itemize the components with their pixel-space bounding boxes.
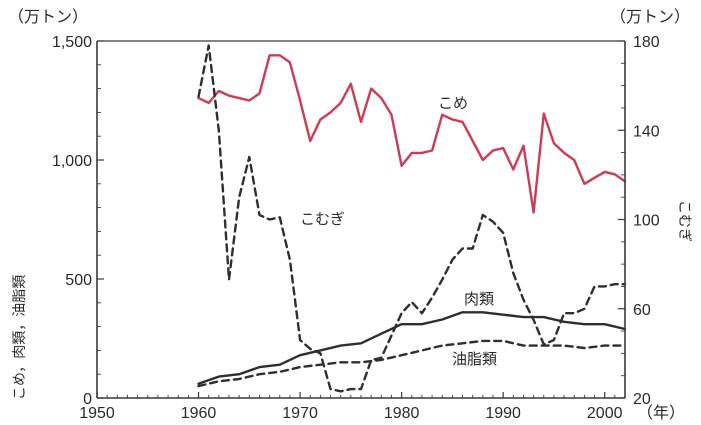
left-unit-label: （万トン）: [8, 8, 88, 26]
left-axis-title: こめ，肉類，油脂類: [12, 275, 28, 400]
y-right-tick-label: 180: [633, 34, 660, 51]
label-rice: こめ: [438, 94, 468, 112]
y-left-tick-label: 0: [83, 391, 92, 408]
label-oils: 油脂類: [452, 350, 497, 368]
x-tick-label: 2000: [587, 405, 623, 422]
y-right-tick-label: 60: [633, 302, 651, 319]
x-tick-label: 1960: [181, 405, 217, 422]
right-axis-title: こむぎ: [676, 200, 692, 242]
series-line-wheat: [199, 46, 626, 392]
series-line-oils: [199, 341, 626, 386]
y-right-tick-label: 140: [633, 123, 660, 140]
x-tick-label: 1980: [384, 405, 420, 422]
y-right-tick-label: 100: [633, 213, 660, 230]
y-left-tick-label: 500: [65, 272, 92, 289]
label-meat: 肉類: [464, 290, 494, 308]
right-unit-label: （万トン）: [610, 8, 690, 26]
y-left-tick-label: 1,000: [52, 153, 92, 170]
series-line-rice: [199, 55, 626, 212]
x-tick-label: 1970: [282, 405, 318, 422]
label-wheat: こむぎ: [300, 210, 345, 228]
x-unit-label: （年）: [637, 404, 685, 422]
x-tick-label: 1990: [485, 405, 521, 422]
y-left-tick-label: 1,500: [52, 34, 92, 51]
